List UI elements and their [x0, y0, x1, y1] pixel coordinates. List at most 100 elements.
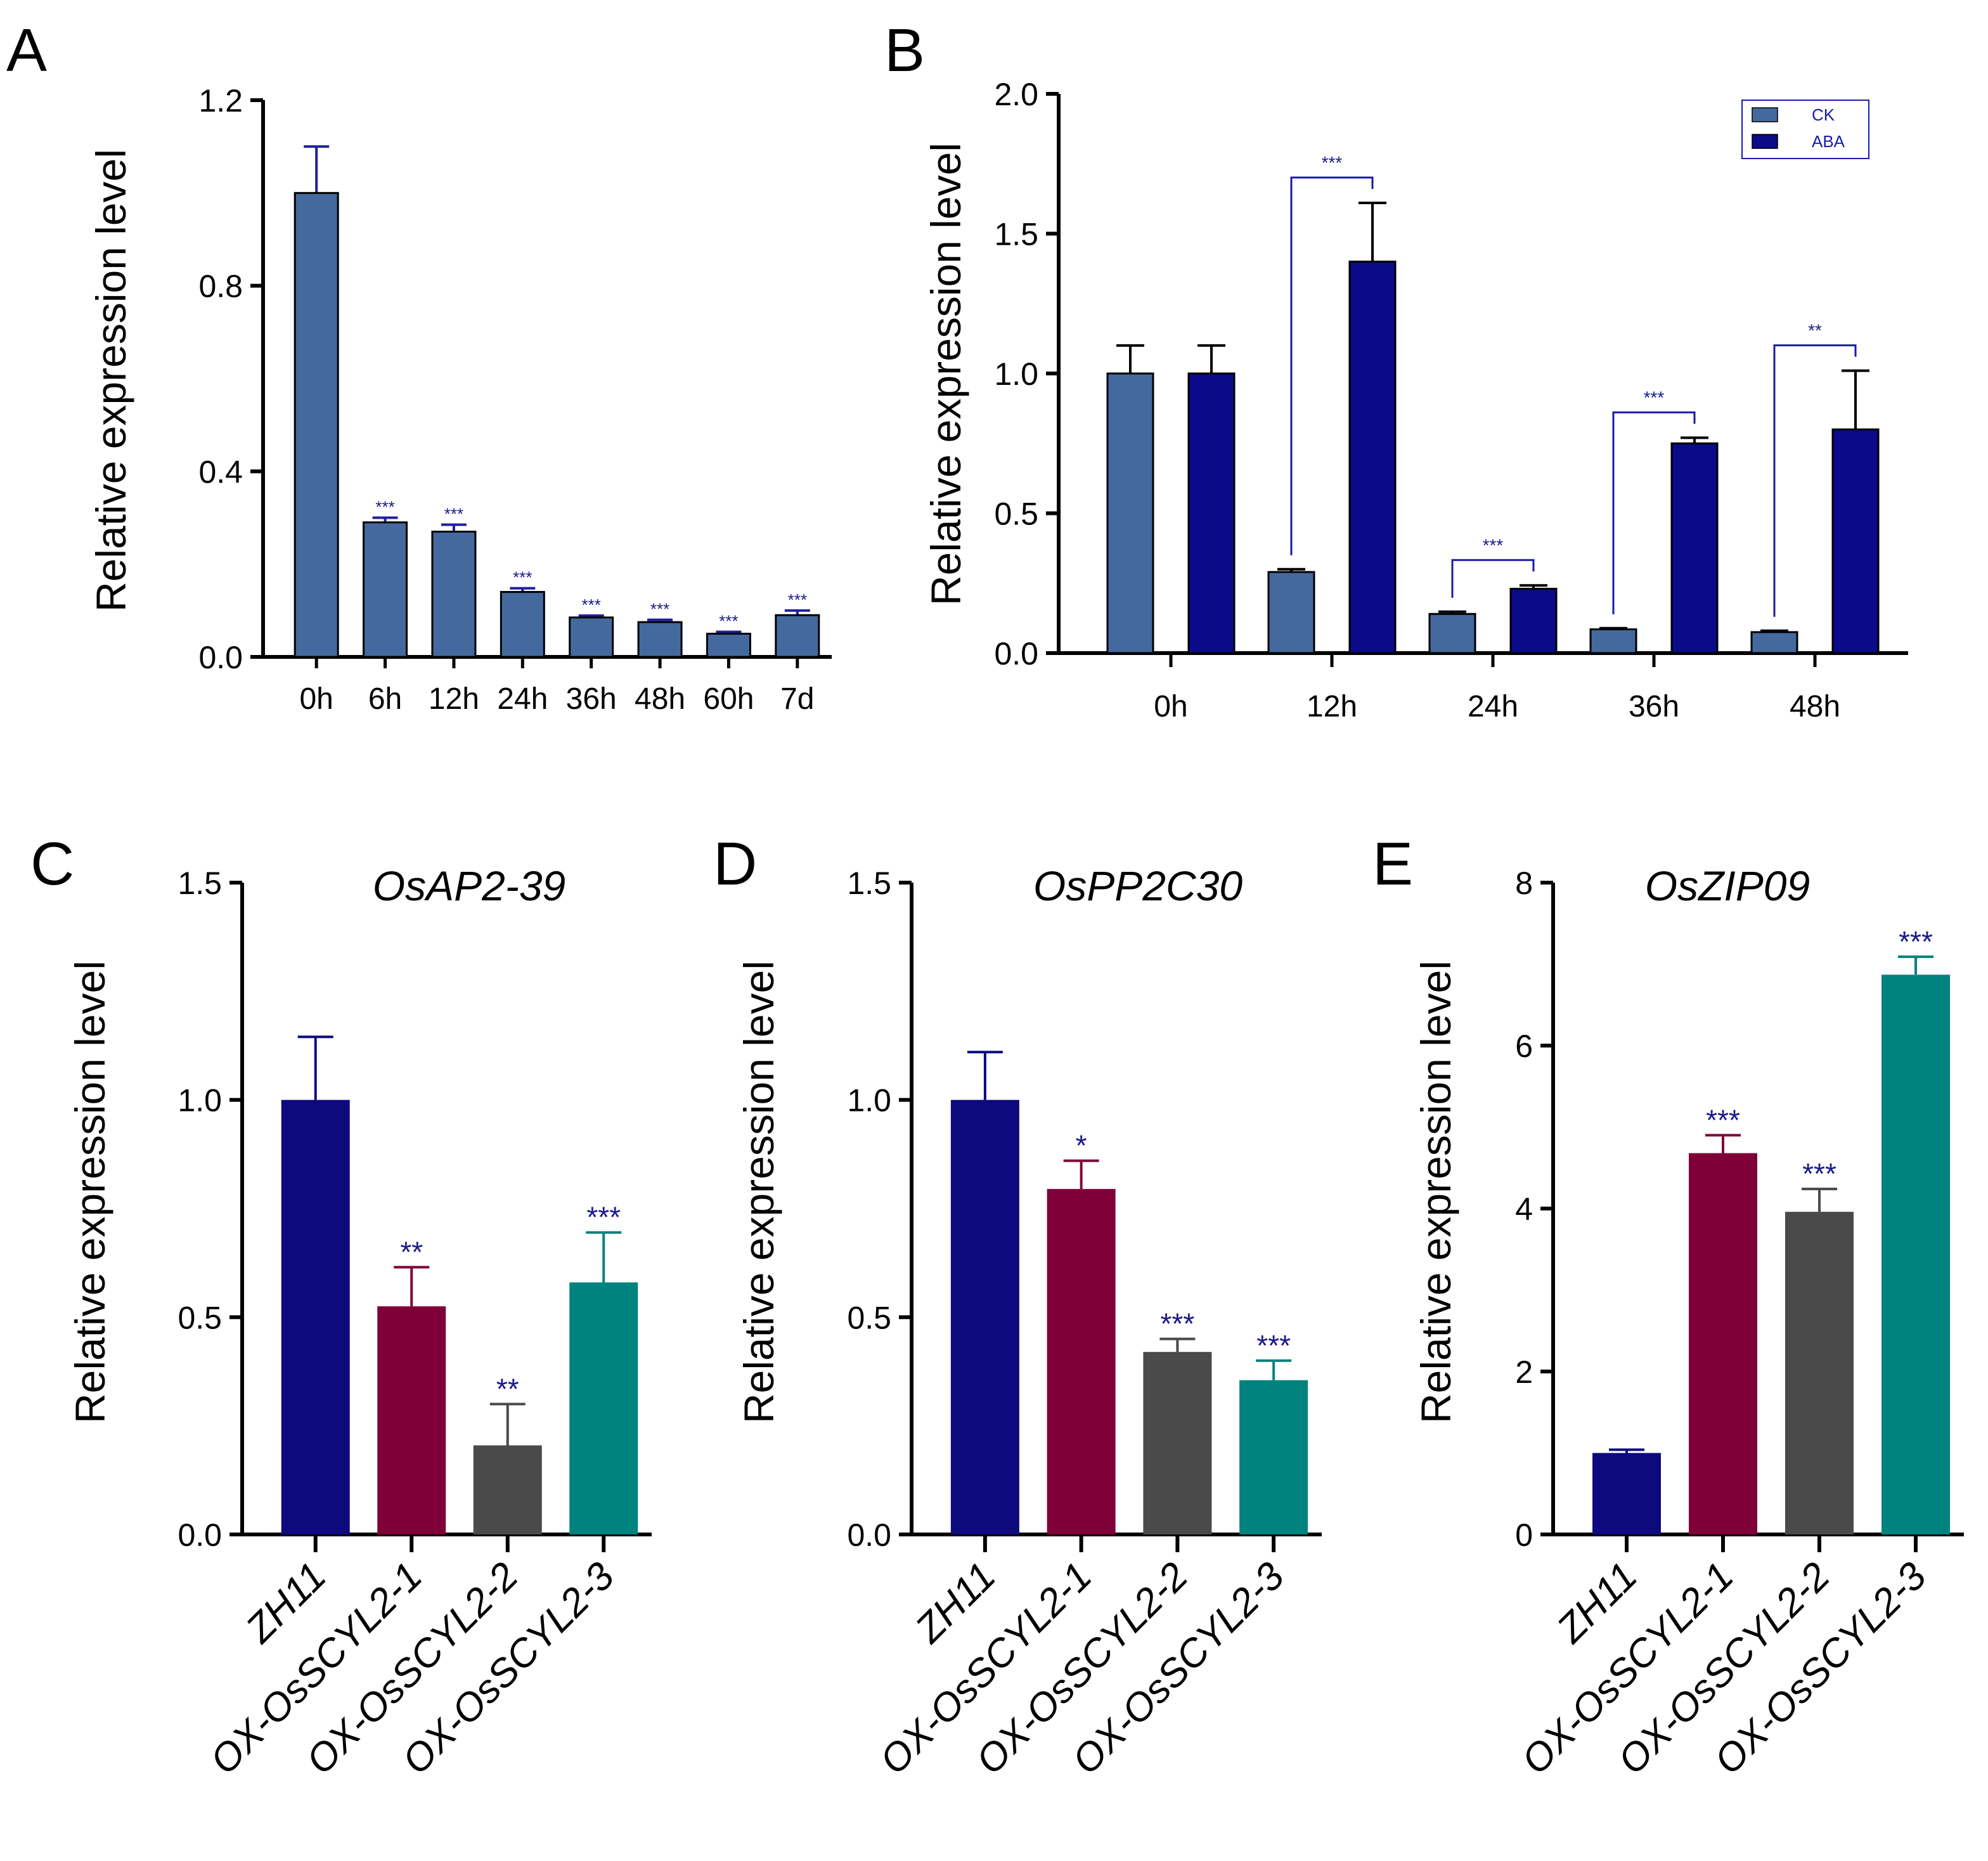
- significance-label: ***: [375, 498, 394, 517]
- x-tick-label-12h: 12h: [429, 682, 479, 716]
- bar-ox-osscyl2-1: [377, 1306, 446, 1534]
- significance-label: ***: [444, 504, 463, 523]
- legend-swatch-aba: [1752, 134, 1778, 149]
- y-tick-label: 4: [1515, 1191, 1533, 1227]
- bar-12h: [431, 530, 477, 658]
- comparison-bracket-24h: [1451, 559, 1535, 598]
- significance-label: ***: [1802, 1157, 1836, 1190]
- x-tick-label-0h: 0h: [299, 682, 333, 716]
- y-tick-label: 1.0: [847, 1083, 891, 1119]
- significance-label: **: [400, 1236, 423, 1269]
- x-tick-label-24h: 24h: [1468, 690, 1518, 723]
- y-tick-label: 6: [1515, 1028, 1533, 1064]
- comparison-label-24h: ***: [1483, 535, 1504, 555]
- bar-0h: [294, 191, 339, 658]
- y-tick-label: 1.5: [994, 217, 1038, 252]
- panel-c: C OsAP2-39 Relative expression level 0.0…: [30, 830, 652, 1783]
- bar-ox-osscyl2-2: [1143, 1352, 1212, 1534]
- legend-label-ck: CK: [1812, 105, 1835, 124]
- bar-zh11: [281, 1099, 350, 1534]
- y-tick-label: 1.0: [178, 1083, 222, 1119]
- comparison-label-12h: ***: [1322, 153, 1343, 172]
- comparison-bracket-36h: [1612, 411, 1696, 614]
- bar-ck-36h: [1589, 628, 1637, 654]
- bar-48h: [637, 621, 683, 658]
- y-tick-label: 1.5: [847, 866, 891, 901]
- panel-e: E OsZIP09 Relative expression level 0 2 4 6…: [1372, 830, 1964, 1783]
- bar-ck-12h: [1267, 571, 1315, 654]
- bar-ox-osscyl2-2: [1785, 1212, 1854, 1534]
- significance-label: ***: [788, 590, 807, 609]
- bar-ox-osscyl2-2: [473, 1445, 542, 1534]
- panel-d: D OsPP2C30 Relative expression level 0.0…: [713, 830, 1322, 1783]
- bar-ox-osscyl2-3: [1882, 975, 1950, 1534]
- bar-ox-osscyl2-1: [1047, 1189, 1116, 1534]
- bar-ox-osscyl2-3: [1239, 1380, 1308, 1534]
- bar-ck-48h: [1750, 631, 1798, 654]
- comparison-label-48h: **: [1808, 321, 1822, 340]
- x-tick-label-48h: 48h: [635, 682, 685, 716]
- bar-ck-0h: [1106, 372, 1154, 654]
- x-tick-label-36h: 36h: [566, 682, 617, 716]
- y-tick-label: 0.4: [198, 454, 243, 490]
- panel-e-plot: 02468ZH11OX-OsSCYL2-1***OX-OsSCYL2-2***O…: [1513, 866, 1964, 1783]
- y-tick-label: 0.8: [198, 269, 243, 304]
- significance-label: ***: [1706, 1103, 1740, 1136]
- bar-zh11: [1592, 1453, 1661, 1534]
- panel-e-title: OsZIP09: [1645, 862, 1810, 909]
- panel-b-plot: 0.00.51.01.52.00h 12h 24h 36h 48h***********: [994, 77, 1908, 723]
- bar-6h: [363, 521, 408, 658]
- panel-letter-a: A: [6, 16, 47, 84]
- x-tick-label-12h: 12h: [1307, 690, 1357, 723]
- legend-swatch-ck: [1752, 107, 1778, 122]
- bar-7d: [775, 614, 820, 658]
- x-tick-label-24h: 24h: [497, 682, 548, 716]
- panel-d-title: OsPP2C30: [1033, 862, 1242, 909]
- comparison-bracket-12h: [1290, 176, 1374, 555]
- panel-a-y-axis-label: Relative expression level: [87, 149, 134, 612]
- panel-letter-c: C: [30, 830, 74, 898]
- y-tick-label: 0.0: [994, 636, 1038, 671]
- y-tick-label: 0.5: [847, 1300, 891, 1335]
- bar-aba-0h: [1187, 372, 1236, 654]
- significance-label: ***: [513, 568, 532, 587]
- y-tick-label: 1.2: [198, 83, 243, 119]
- bar-24h: [500, 591, 545, 658]
- y-tick-label: 0.5: [178, 1300, 222, 1335]
- significance-label: ***: [719, 611, 738, 630]
- bar-60h: [706, 632, 751, 658]
- bar-zh11: [950, 1099, 1019, 1534]
- panel-a-plot: 0.0 0.4 0.8 1.2 0h 6h *** 12h *** 24h *** 36h *** 48h…: [198, 83, 832, 716]
- panel-c-y-axis-label: Relative expression level: [67, 961, 113, 1423]
- bar-aba-12h: [1348, 261, 1397, 654]
- y-tick-label: 0.5: [994, 496, 1038, 532]
- x-tick-label-0h: 0h: [1154, 690, 1187, 723]
- panel-b-y-axis-label: Relative expression level: [922, 143, 969, 606]
- panel-c-plot: 0.00.51.01.5ZH11OX-OsSCYL2-1**OX-OsSCYL2…: [178, 866, 652, 1783]
- x-tick-label-60h: 60h: [703, 682, 754, 716]
- bar-36h: [569, 616, 614, 658]
- significance-label: ***: [1899, 925, 1933, 958]
- panel-letter-e: E: [1372, 830, 1413, 898]
- significance-label: *: [1076, 1129, 1087, 1162]
- significance-label: ***: [582, 595, 601, 614]
- panel-e-y-axis-label: Relative expression level: [1412, 961, 1459, 1423]
- bar-aba-48h: [1831, 428, 1880, 654]
- legend: CK ABA: [1741, 100, 1869, 159]
- significance-label: ***: [586, 1201, 621, 1234]
- significance-label: ***: [650, 599, 669, 618]
- bar-aba-36h: [1670, 442, 1719, 654]
- y-tick-label: 0.0: [178, 1517, 222, 1553]
- panel-d-plot: 0.00.51.01.5ZH11OX-OsSCYL2-1*OX-OsSCYL2-…: [847, 866, 1322, 1783]
- x-tick-label-6h: 6h: [368, 682, 402, 716]
- significance-label: ***: [1256, 1329, 1291, 1362]
- comparison-bracket-48h: [1773, 344, 1857, 617]
- x-tick-label-48h: 48h: [1790, 690, 1840, 723]
- bar-ck-24h: [1428, 613, 1476, 654]
- bar-aba-24h: [1509, 588, 1558, 654]
- x-tick-label-36h: 36h: [1629, 690, 1679, 723]
- significance-label: **: [496, 1372, 519, 1405]
- panel-c-title: OsAP2-39: [373, 862, 565, 909]
- y-tick-label: 0.0: [847, 1517, 891, 1553]
